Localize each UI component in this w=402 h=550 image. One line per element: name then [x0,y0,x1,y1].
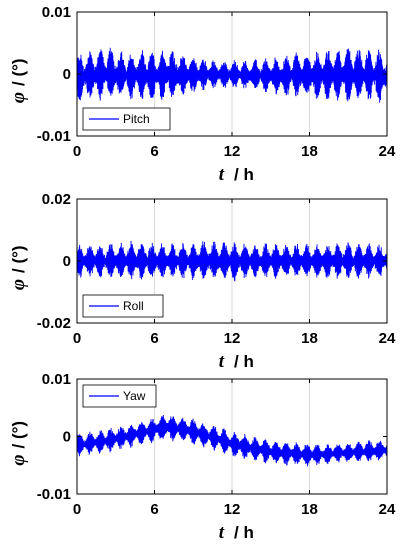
y-axis-label: φ [8,279,29,290]
x-tick-label: 24 [379,501,396,518]
series-line-roll [77,240,387,282]
x-axis-label: t [219,351,225,372]
x-tick-label: 12 [224,501,241,518]
legend-label: Pitch [123,112,150,126]
y-tick-label: 0 [63,66,71,83]
x-tick-label: 12 [224,143,241,160]
y-axis-label: φ [8,92,29,103]
legend-box [82,384,157,408]
y-tick-label: 0 [63,253,71,270]
x-tick-label: 0 [73,330,81,347]
x-tick-label: 18 [301,143,318,160]
y-axis-label-group: φ / (°) [8,421,29,466]
legend-label: Yaw [123,389,146,403]
y-tick-label: -0.02 [37,315,71,332]
x-tick-label: 6 [150,330,158,347]
y-tick-label: 0.01 [42,4,71,21]
x-axis-label: t [219,522,225,543]
y-axis-label: φ [8,455,29,466]
series-line-yaw [77,414,387,467]
y-axis-unit: / (°) [9,421,28,449]
x-axis-unit: / h [234,352,254,371]
x-tick-label: 0 [73,143,81,160]
legend-box [82,294,164,318]
y-tick-label: 0 [63,429,71,446]
y-tick-label: -0.01 [37,486,71,503]
y-axis-label-group: φ / (°) [8,245,29,290]
x-axis-label: t [219,164,225,185]
series-line-pitch [77,47,387,103]
y-tick-label: 0.01 [42,371,71,388]
x-tick-label: 0 [73,501,81,518]
legend-box [82,107,171,131]
legend-label: Roll [123,299,144,313]
x-axis-unit: / h [234,523,254,542]
x-tick-label: 18 [301,330,318,347]
y-tick-label: 0.02 [42,191,71,208]
y-axis-label-group: φ / (°) [8,58,29,103]
x-tick-label: 18 [301,501,318,518]
legend: Pitch [82,107,171,131]
x-tick-label: 24 [379,330,396,347]
x-tick-label: 12 [224,330,241,347]
y-axis-unit: / (°) [9,58,28,86]
legend: Yaw [82,384,157,408]
legend: Roll [82,294,164,318]
y-tick-label: -0.01 [37,128,71,145]
x-tick-label: 6 [150,143,158,160]
y-axis-unit: / (°) [9,245,28,273]
x-tick-label: 6 [150,501,158,518]
x-axis-unit: / h [234,165,254,184]
x-tick-label: 24 [379,143,396,160]
